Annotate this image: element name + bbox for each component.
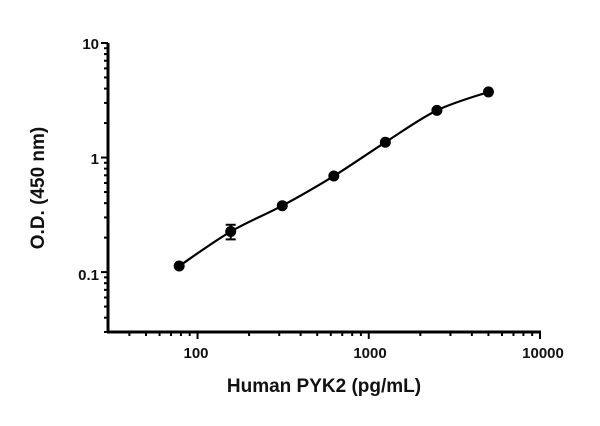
data-point	[173, 260, 185, 272]
y-tick-label-1: 1	[91, 151, 99, 168]
x-tick-label-1: 1000	[353, 345, 386, 362]
data-point	[482, 86, 494, 98]
data-points	[173, 86, 494, 272]
data-point	[328, 170, 340, 182]
y-axis-label: O.D. (450 nm)	[28, 127, 49, 249]
data-point	[379, 136, 391, 148]
axes	[106, 43, 541, 334]
data-point	[276, 200, 288, 212]
ticks	[101, 42, 541, 339]
data-point	[431, 104, 443, 116]
x-tick-label-0: 100	[183, 345, 208, 362]
x-tick-label-2: 10000	[522, 345, 564, 362]
y-tick-label-0: 0.1	[78, 267, 99, 284]
y-tick-label-2: 10	[82, 36, 99, 53]
x-axis-label: Human PYK2 (pg/mL)	[227, 376, 421, 397]
data-point	[225, 226, 237, 238]
